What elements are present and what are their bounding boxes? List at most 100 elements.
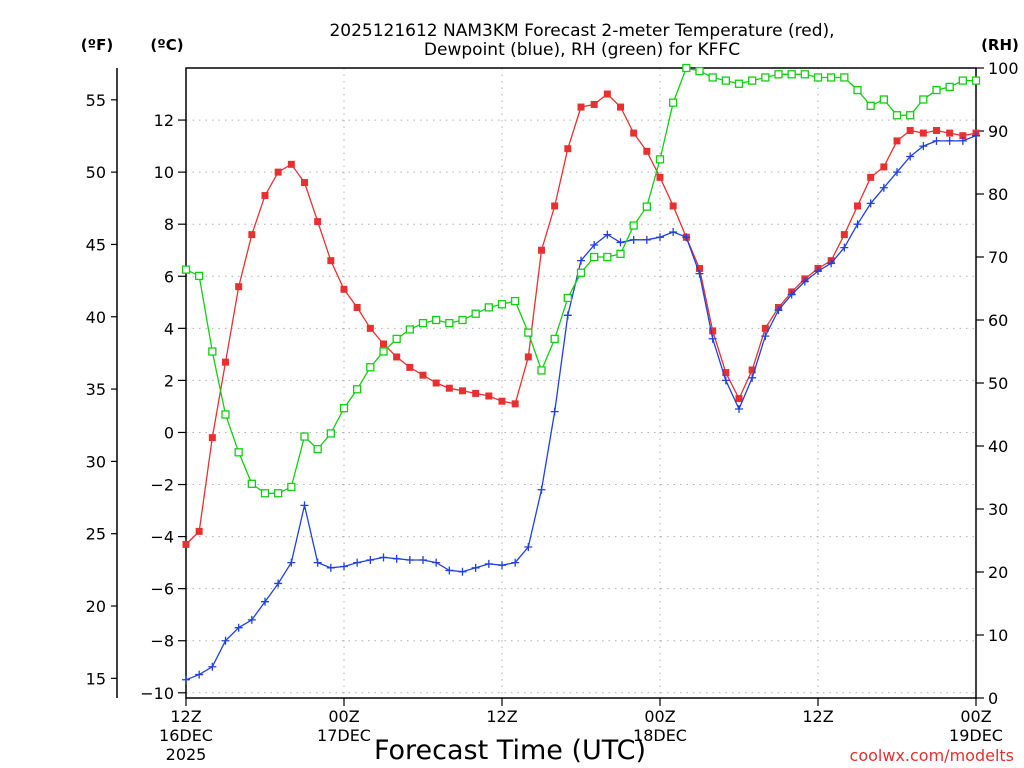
rh-point <box>497 300 507 309</box>
temperature-point <box>340 285 348 293</box>
dewpoint-point <box>300 501 309 510</box>
dewpoint-point <box>524 543 533 552</box>
time-tick-date: 19DEC <box>949 726 1003 745</box>
rh-point <box>550 334 559 344</box>
celsius-tick-label: 10 <box>154 163 174 182</box>
dewpoint-point <box>603 230 612 239</box>
rh-point <box>800 70 809 79</box>
rh-point <box>576 268 586 277</box>
rh-point <box>300 432 309 441</box>
dewpoint-point <box>419 556 427 565</box>
rh-point <box>813 73 823 82</box>
rh-point <box>524 328 533 337</box>
time-tick-label: 12Z <box>170 707 201 726</box>
temperature-point <box>669 202 677 210</box>
rh-point <box>221 410 230 419</box>
celsius-tick-label: −4 <box>150 528 174 547</box>
chart-title: 2025121612 NAM3KM Forecast 2-meter Tempe… <box>329 21 834 41</box>
dewpoint-point <box>945 136 954 145</box>
temperature-point <box>419 371 427 379</box>
dewpoint-point <box>906 152 915 161</box>
dewpoint-point <box>234 623 243 632</box>
temperature-point <box>485 392 493 400</box>
time-tick-label: 12Z <box>802 707 833 726</box>
dewpoint-point <box>511 558 520 567</box>
temperature-point <box>274 168 282 176</box>
temperature-point <box>314 218 322 226</box>
rh-axis-label: (RH) <box>981 36 1019 54</box>
rh-point <box>629 221 638 230</box>
temperature-point <box>696 264 703 272</box>
rh-point <box>287 482 296 492</box>
temperature-point <box>195 527 203 535</box>
rh-point <box>537 366 546 375</box>
dewpoint-point <box>814 267 822 276</box>
temperature-point <box>524 353 532 361</box>
celsius-tick-label: 4 <box>164 319 174 338</box>
celsius-tick-label: 6 <box>164 267 174 286</box>
series-layer <box>181 63 981 684</box>
rh-point <box>642 202 651 211</box>
rh-point <box>260 489 270 498</box>
rh-point <box>379 347 388 356</box>
rh-point <box>879 95 888 104</box>
dewpoint-point <box>656 233 664 242</box>
dewpoint-point <box>484 559 493 568</box>
rh-point <box>748 76 757 85</box>
rh-point <box>274 489 283 498</box>
time-tick-date: 18DEC <box>633 726 687 745</box>
rh-point <box>958 76 967 85</box>
dewpoint-point <box>958 136 967 145</box>
rh-tick-label: 40 <box>988 437 1008 456</box>
rh-point <box>563 293 572 303</box>
temperature-point <box>551 202 559 210</box>
dewpoint-point <box>445 566 454 575</box>
dewpoint-point <box>287 558 296 567</box>
rh-point <box>655 155 665 164</box>
dewpoint-point <box>721 376 730 385</box>
temperature-point <box>393 353 401 361</box>
temperature-point <box>880 163 888 171</box>
rh-tick-label: 80 <box>988 185 1008 204</box>
fahrenheit-tick-label: 35 <box>86 380 106 399</box>
temperature-point <box>722 369 730 377</box>
temperature-point <box>656 173 664 181</box>
rh-point <box>339 404 349 413</box>
rh-point <box>708 73 717 82</box>
temperature-point <box>709 327 717 335</box>
dewpoint-point <box>708 334 717 343</box>
fahrenheit-axis-label: (ºF) <box>81 36 113 54</box>
dewpoint-point <box>774 306 783 315</box>
dewpoint-point <box>550 407 559 416</box>
rh-point <box>892 111 902 120</box>
rh-point <box>418 318 428 328</box>
temperature-point <box>301 179 308 187</box>
temperature-point <box>643 147 651 155</box>
rh-point <box>181 265 191 274</box>
rh-point <box>247 479 256 488</box>
temperature-point <box>498 397 506 405</box>
dewpoint-point <box>313 558 322 567</box>
temperature-point <box>235 283 243 291</box>
celsius-tick-label: 8 <box>164 215 174 234</box>
dewpoint-point <box>261 597 269 606</box>
rh-point <box>669 98 678 107</box>
rh-point <box>774 70 783 79</box>
dewpoint-point <box>972 131 980 140</box>
dewpoint-point <box>563 311 572 320</box>
rh-point <box>787 70 796 79</box>
rh-point <box>721 76 730 85</box>
temperature-point <box>893 137 901 145</box>
celsius-tick-label: −10 <box>140 684 174 703</box>
temperature-point <box>630 129 638 137</box>
temperature-point <box>564 145 572 153</box>
celsius-tick-label: −6 <box>150 580 174 599</box>
temperature-point <box>366 324 374 332</box>
time-tick-date: 17DEC <box>317 726 371 745</box>
dewpoint-point <box>616 238 625 247</box>
fahrenheit-tick-label: 15 <box>86 669 106 688</box>
temperature-point <box>577 103 585 111</box>
rh-line <box>185 67 976 494</box>
temperature-point <box>432 379 440 387</box>
dewpoint-point <box>471 563 480 572</box>
